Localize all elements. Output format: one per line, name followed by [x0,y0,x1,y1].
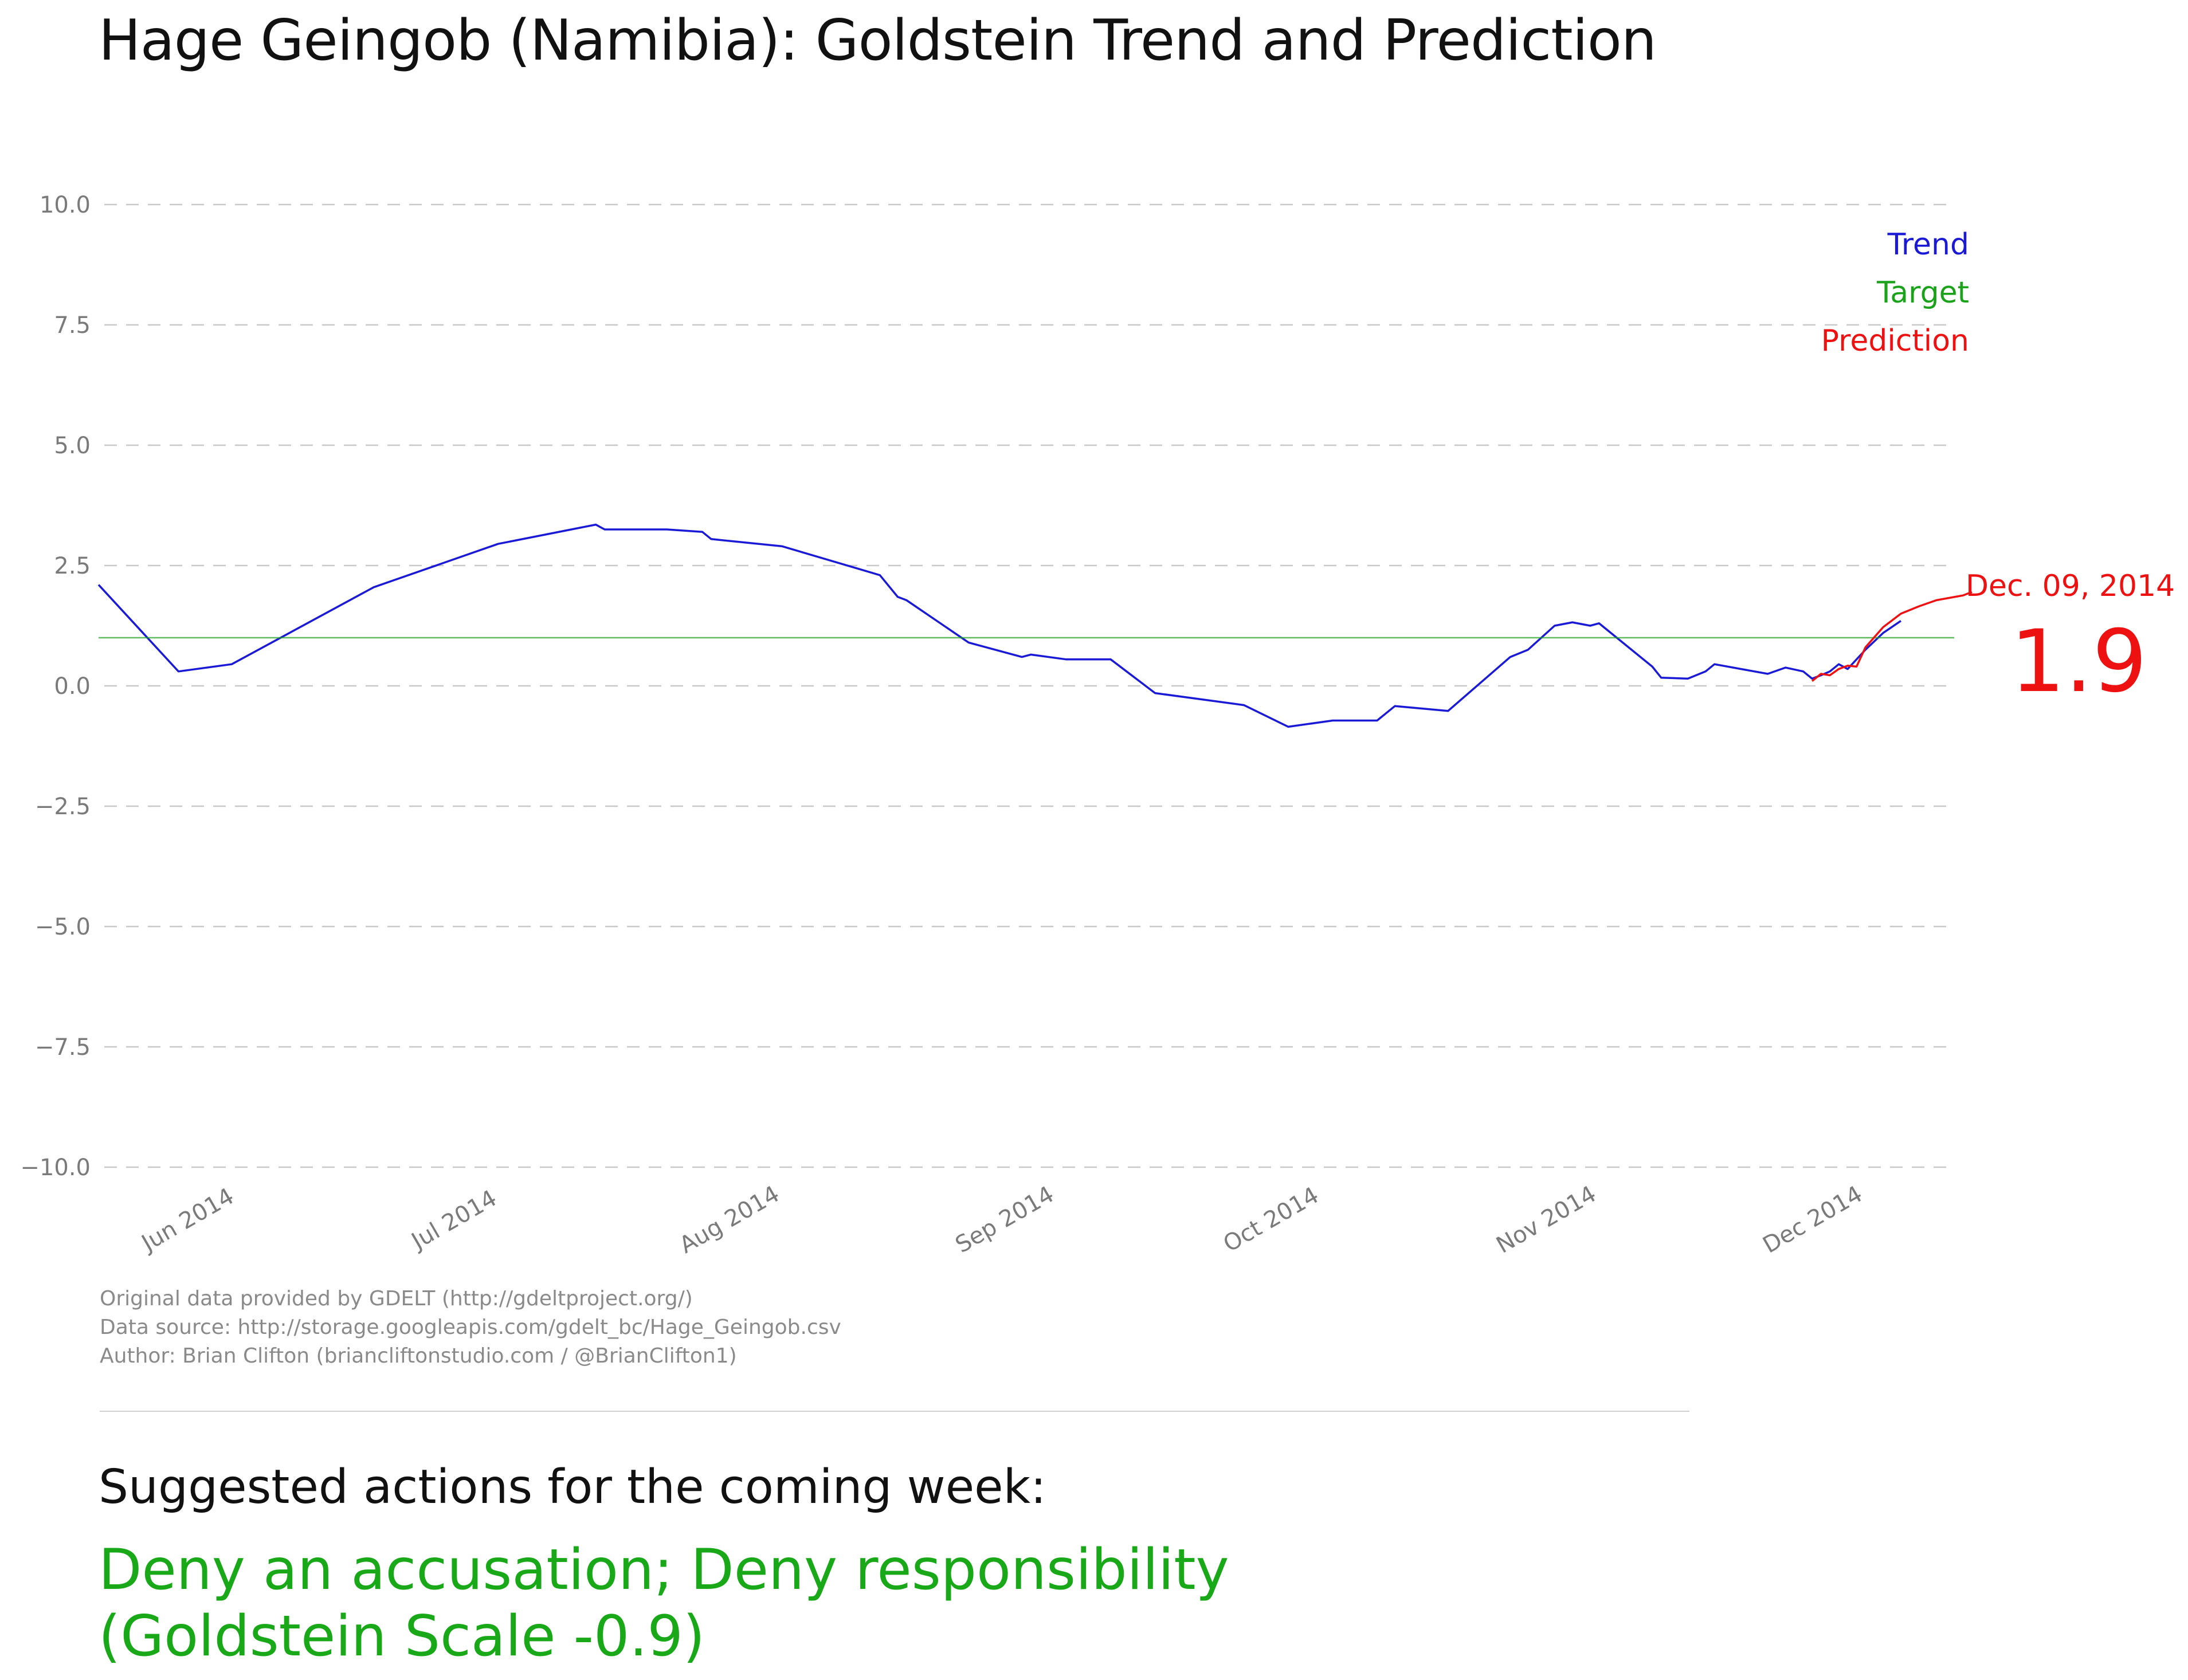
action-line-2: (Goldstein Scale -0.9) [99,1604,705,1669]
y-axis-tick-labels: 10.0 7.5 5.0 2.5 0.0 −2.5 −5.0 −7.5 −10.0 [20,192,91,1181]
prediction-date-label: Dec. 09, 2014 [1966,569,2175,603]
prediction-annotation: Dec. 09, 2014 1.9 [1966,569,2175,712]
y-tick-label: −2.5 [35,794,91,820]
x-tick-label: Nov 2014 [1492,1181,1601,1259]
x-tick-label: Dec 2014 [1758,1181,1867,1259]
y-tick-label: −7.5 [35,1034,91,1061]
x-tick-label: Oct 2014 [1219,1182,1323,1258]
x-tick-label: Jul 2014 [406,1185,501,1255]
series-line-trend [97,523,1901,728]
legend-entry-prediction: Prediction [1821,324,1969,358]
separator-line [100,1411,1689,1412]
y-tick-label: 0.0 [54,673,91,700]
y-tick-label: −5.0 [35,914,91,940]
x-tick-label: Jun 2014 [136,1183,238,1258]
chart-title: Hage Geingob (Namibia): Goldstein Trend … [99,8,1657,73]
legend: Trend Target Prediction [1821,227,1969,358]
x-tick-label: Aug 2014 [675,1181,784,1259]
legend-entry-target: Target [1876,276,1969,310]
grid-lines [104,203,1954,1168]
credit-data-source: Data source: http://storage.googleapis.c… [100,1316,841,1339]
y-tick-label: 5.0 [54,433,91,459]
credit-author: Author: Brian Clifton (briancliftonstudi… [100,1344,737,1368]
actions-text: Deny an accusation; Deny responsibility … [99,1537,1229,1670]
prediction-value-label: 1.9 [2010,612,2147,712]
goldstein-chart: 10.0 7.5 5.0 2.5 0.0 −2.5 −5.0 −7.5 −10.0 Jun 20… [20,192,2175,1259]
x-tick-label: Sep 2014 [951,1181,1058,1258]
series-lines [97,523,1973,728]
actions-heading: Suggested actions for the coming week: [99,1460,1046,1514]
series-line-prediction [1811,591,1973,682]
action-line-1: Deny an accusation; Deny responsibility [99,1537,1229,1603]
legend-entry-trend: Trend [1887,227,1969,262]
y-tick-label: −10.0 [20,1155,91,1181]
y-tick-label: 2.5 [54,553,91,579]
credits: Original data provided by GDELT (http://… [100,1285,841,1371]
y-tick-label: 10.0 [40,192,91,218]
credit-gdelt: Original data provided by GDELT (http://… [100,1287,693,1310]
x-axis-tick-labels: Jun 2014 Jul 2014 Aug 2014 Sep 2014 Oct 2014… [136,1181,1867,1259]
y-tick-label: 7.5 [54,312,91,339]
